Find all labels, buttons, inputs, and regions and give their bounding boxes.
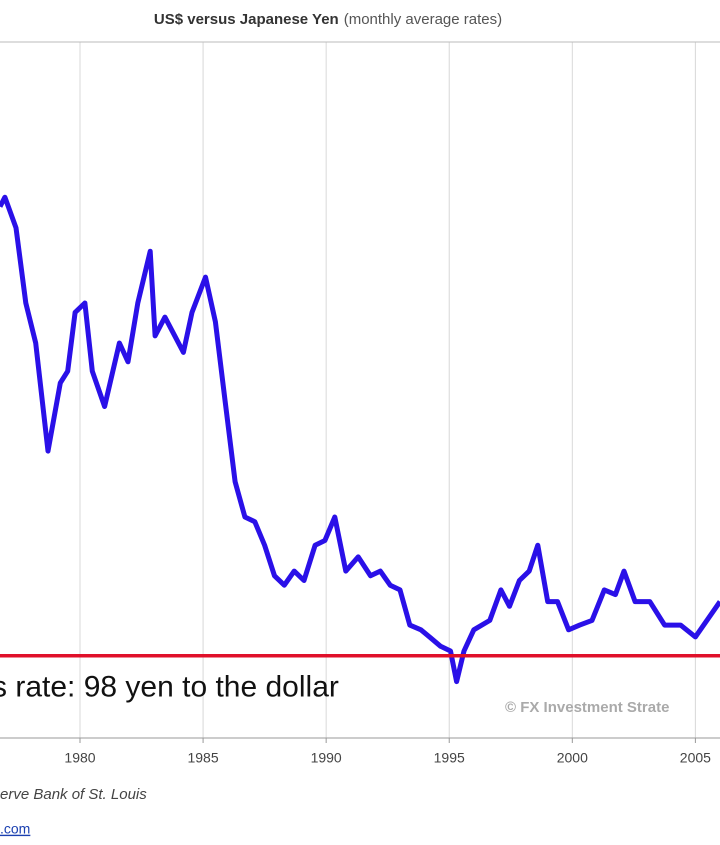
x-tick-label: 1980	[64, 750, 95, 766]
x-tick-label: 2000	[557, 750, 588, 766]
chart-title: US$ versus Japanese Yen	[154, 11, 339, 28]
chart-subtitle: (monthly average rates)	[344, 11, 502, 28]
x-tick-label: 1995	[434, 750, 465, 766]
reference-label: s rate: 98 yen to the dollar	[0, 671, 339, 704]
link[interactable]: .com	[0, 821, 30, 837]
source: erve Bank of St. Louis	[0, 786, 147, 803]
watermark: © FX Investment Strate	[505, 699, 669, 716]
x-tick-label: 1990	[311, 750, 342, 766]
chart-title-group: US$ versus Japanese Yen (monthly average …	[154, 11, 502, 28]
grid	[79, 42, 696, 738]
data-line	[0, 194, 720, 685]
x-tick-label: 1985	[187, 750, 218, 766]
x-tick-label: 2005	[680, 750, 711, 766]
marks	[0, 194, 720, 685]
